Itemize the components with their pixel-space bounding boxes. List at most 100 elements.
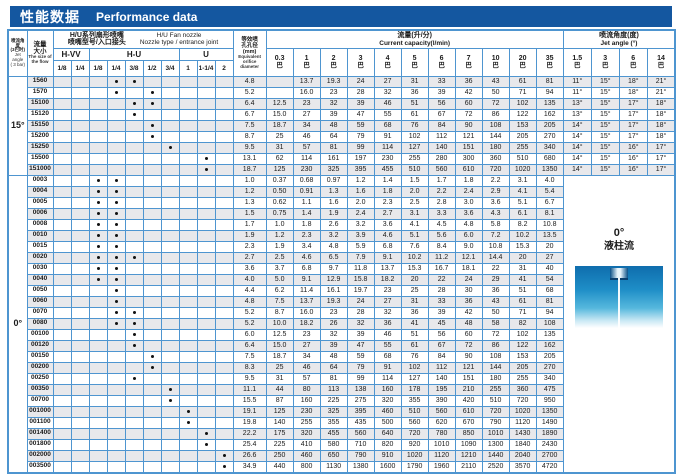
capacity-cell: 340 xyxy=(535,141,564,154)
capacity-cell: 6.2 xyxy=(265,284,294,297)
jet-angle-cell: 13° xyxy=(562,108,592,121)
capacity-cell: 8.4 xyxy=(427,240,456,253)
capacity-cell: 113 xyxy=(319,383,348,396)
capacity-cell: 76 xyxy=(400,119,429,132)
joint-cell xyxy=(214,218,234,231)
jet-angle-cell: 15° xyxy=(590,141,620,154)
capacity-cell: 60 xyxy=(454,97,483,110)
joint-cell xyxy=(214,306,234,319)
capacity-cell: 84 xyxy=(427,119,456,132)
joint-cell xyxy=(106,438,126,451)
flow-size-cell: 1560 xyxy=(26,75,54,88)
joint-cell xyxy=(88,273,108,286)
group-angle-cell: 0° xyxy=(7,174,28,473)
capacity-cell: 42 xyxy=(454,306,483,319)
joint-cell xyxy=(178,218,198,231)
table-row: 0020 2.7 2.5 4.6 6.5 7.9 9.1 10.2 11.2 12.1 14.4 20… xyxy=(8,251,675,264)
capacity-cell: 720 xyxy=(481,163,510,176)
joint-size-header: 3/8 xyxy=(124,59,144,77)
joint-cell xyxy=(70,416,90,429)
joint-cell xyxy=(196,218,216,231)
joint-cell xyxy=(178,240,198,253)
jet-angle-column-header: 喷流角度 (3巴时) Jet angle ( 3 bar) xyxy=(7,29,28,77)
joint-cell xyxy=(160,460,180,473)
orifice-cell: 5.2 xyxy=(232,86,267,99)
stream-type-label: 液柱流 xyxy=(604,240,634,252)
capacity-cell: 12.1 xyxy=(454,251,483,264)
header-row-3: 1/8 1/4 1/8 1/4 3/8 1/2 3/4 1 1-1/4 2 xyxy=(8,59,675,77)
joint-dot xyxy=(150,135,154,138)
capacity-cell: 91 xyxy=(373,361,402,374)
capacity-cell: 5.1 xyxy=(400,229,429,242)
joint-cell xyxy=(124,119,144,132)
capacity-cell: 138 xyxy=(346,383,375,396)
joint-cell xyxy=(106,75,126,88)
jet-angle-cell: 13° xyxy=(562,97,592,110)
capacity-cell: 48 xyxy=(319,350,348,363)
capacity-cell: 9.1 xyxy=(373,251,402,264)
capacity-cell: 2.3 xyxy=(373,196,402,209)
joint-cell xyxy=(88,174,108,187)
flow-size-cell: 0003 xyxy=(26,174,54,187)
capacity-cell: 780 xyxy=(427,427,456,440)
jet-angle-cell: 17° xyxy=(646,163,676,176)
joint-cell xyxy=(196,460,216,473)
capacity-cell: 72 xyxy=(454,108,483,121)
capacity-cell: 2.0 xyxy=(346,196,375,209)
joint-cell xyxy=(214,163,234,176)
capacity-cell: 300 xyxy=(454,152,483,165)
joint-cell xyxy=(178,185,198,198)
joint-cell xyxy=(160,229,180,242)
capacity-cell: 205 xyxy=(508,130,537,143)
joint-cell xyxy=(214,174,234,187)
jet-angle-cell: 16° xyxy=(618,163,648,176)
joint-cell xyxy=(106,229,126,242)
joint-cell xyxy=(124,317,144,330)
capacity-cell: 86 xyxy=(481,339,510,352)
capacity-cell: 1.2 xyxy=(265,229,294,242)
capacity-cell: 850 xyxy=(454,427,483,440)
joint-dot xyxy=(96,190,100,193)
joint-cell xyxy=(160,427,180,440)
capacity-cell: 560 xyxy=(400,416,429,429)
capacity-cell: 10.2 xyxy=(508,229,537,242)
joint-cell xyxy=(88,427,108,440)
capacity-cell: 255 xyxy=(508,372,537,385)
capacity-cell: 34 xyxy=(292,350,321,363)
joint-cell xyxy=(88,383,108,396)
capacity-cell: 255 xyxy=(400,152,429,165)
capacity-cell: 1120 xyxy=(508,416,537,429)
joint-cell xyxy=(196,394,216,407)
joint-cell xyxy=(178,405,198,418)
capacity-cell: 1210 xyxy=(454,449,483,462)
capacity-cell: 99 xyxy=(346,372,375,385)
page-title-en: Performance data xyxy=(96,9,198,24)
capacity-cell: 255 xyxy=(481,383,510,396)
joint-cell xyxy=(196,174,216,187)
joint-cell xyxy=(160,449,180,462)
capacity-cell: 1350 xyxy=(535,163,564,176)
capacity-cell: 195 xyxy=(427,383,456,396)
joint-cell xyxy=(178,196,198,209)
orifice-cell: 7.5 xyxy=(232,119,267,132)
capacity-cell: 1.1 xyxy=(292,196,321,209)
capacity-cell: 61 xyxy=(508,295,537,308)
flow-size-cell: 0008 xyxy=(26,218,54,231)
capacity-cell: 395 xyxy=(346,405,375,418)
joint-cell xyxy=(70,130,90,143)
capacity-cell: 36 xyxy=(400,306,429,319)
joint-cell xyxy=(88,295,108,308)
joint-cell xyxy=(196,196,216,209)
capacity-cell: 32 xyxy=(346,317,375,330)
capacity-cell: 47 xyxy=(346,339,375,352)
joint-cell xyxy=(142,383,162,396)
joint-cell xyxy=(142,449,162,462)
joint-cell xyxy=(88,306,108,319)
orifice-cell: 1.3 xyxy=(232,196,267,209)
joint-cell xyxy=(196,108,216,121)
capacity-cell: 29 xyxy=(481,273,510,286)
joint-dot xyxy=(96,256,100,259)
capacity-cell: 28 xyxy=(427,284,456,297)
